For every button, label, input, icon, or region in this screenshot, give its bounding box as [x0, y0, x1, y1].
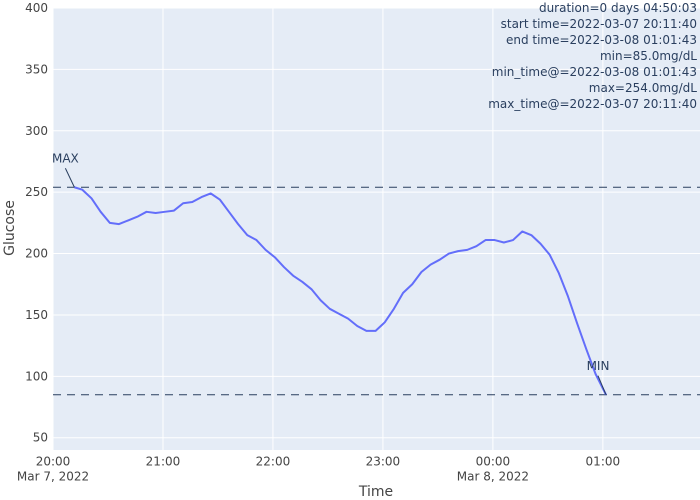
y-tick-label: 200: [25, 247, 48, 261]
series-layer: [74, 186, 607, 396]
x-tick-date-label: Mar 8, 2022: [457, 470, 529, 484]
info-line: max=254.0mg/dL: [589, 81, 698, 95]
info-box: duration=0 days 04:50:03 start time=2022-…: [488, 1, 697, 111]
y-tick-label: 50: [33, 431, 48, 445]
annotation-label: MIN: [587, 359, 610, 373]
x-axis-title: Time: [358, 484, 393, 500]
info-line: end time=2022-03-08 01:01:43: [506, 33, 697, 47]
annotation-arrow: [597, 375, 607, 395]
y-axis-ticks: 50 100 150 200 250 300 350 400: [25, 1, 48, 445]
info-line: start time=2022-03-07 20:11:40: [501, 17, 697, 31]
x-tick-label: 21:00: [146, 455, 181, 469]
y-tick-label: 250: [25, 185, 48, 199]
y-tick-label: 350: [25, 62, 48, 76]
y-axis-title: Glucose: [2, 200, 18, 256]
x-tick-label: 00:00: [476, 455, 511, 469]
info-line: max_time@=2022-03-07 20:11:40: [488, 97, 697, 111]
info-line: min_time@=2022-03-08 01:01:43: [492, 65, 697, 79]
info-line: min=85.0mg/dL: [600, 49, 697, 63]
y-tick-label: 150: [25, 308, 48, 322]
grid-lines: [52, 7, 700, 450]
glucose-line: [74, 186, 607, 396]
annotation-arrow: [64, 168, 75, 188]
y-tick-label: 400: [25, 1, 48, 15]
x-tick-label: 01:00: [586, 455, 621, 469]
annotation-label: MAX: [52, 151, 79, 165]
y-tick-label: 300: [25, 124, 48, 138]
reference-lines: [53, 186, 700, 396]
annotations: MAX MIN: [52, 151, 610, 395]
x-tick-label: 22:00: [256, 455, 291, 469]
x-tick-label: 23:00: [366, 455, 401, 469]
y-tick-label: 100: [25, 369, 48, 383]
info-line: duration=0 days 04:50:03: [539, 1, 697, 15]
x-tick-date-label: Mar 7, 2022: [17, 470, 89, 484]
x-tick-label: 20:00: [36, 455, 71, 469]
